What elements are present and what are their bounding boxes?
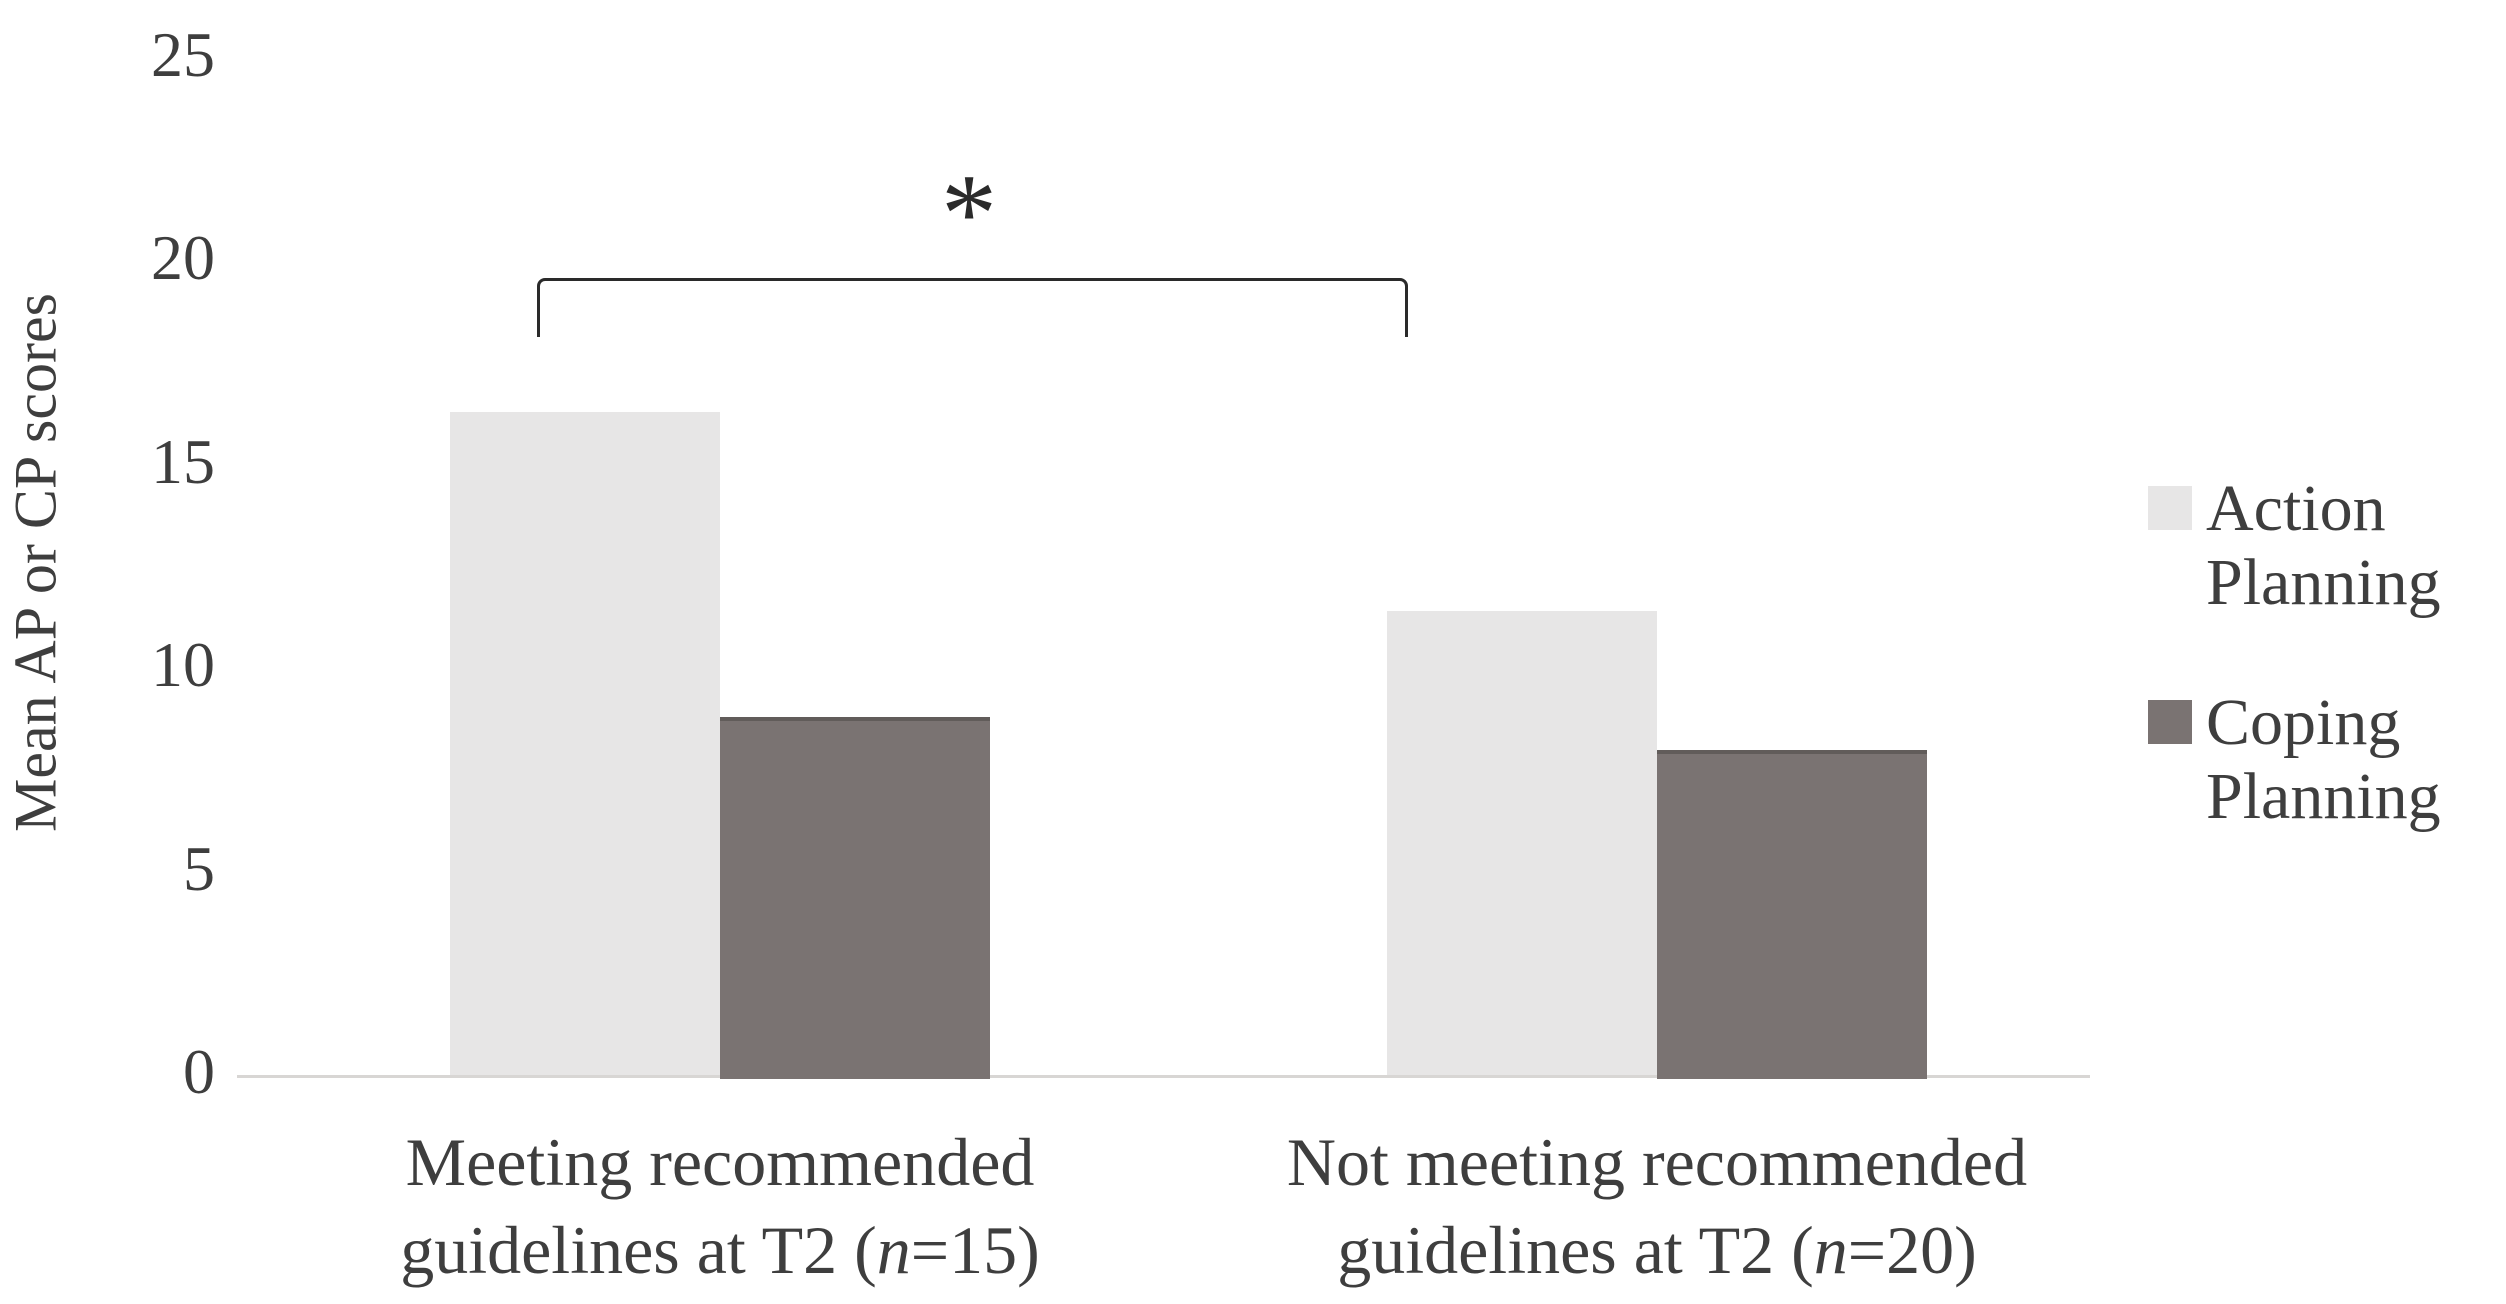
- y-tick-label-15: 15: [151, 425, 215, 497]
- legend-item-coping-planning: Coping Planning: [2148, 686, 2441, 834]
- bar-coping-planning-0: [720, 717, 990, 1079]
- legend: Action Planning Coping Planning: [2148, 472, 2441, 834]
- significance-asterisk: *: [941, 152, 997, 276]
- legend-label-action-planning: Action Planning: [2206, 472, 2441, 619]
- bar-action-planning-1: [1387, 611, 1657, 1075]
- bar-coping-planning-1: [1657, 750, 1927, 1079]
- significance-bracket: [537, 278, 1408, 337]
- y-tick-label-0: 0: [183, 1036, 215, 1108]
- x-category-label-0: Meeting recommended guidelines at T2 (n=1…: [400, 1124, 1040, 1288]
- bar-action-planning-0: [450, 412, 720, 1075]
- legend-swatch-action-planning: [2148, 486, 2192, 530]
- x-axis-baseline: [237, 1075, 2090, 1078]
- legend-swatch-coping-planning: [2148, 700, 2192, 744]
- legend-label-coping-planning: Coping Planning: [2206, 686, 2441, 833]
- y-tick-label-10: 10: [151, 629, 215, 701]
- legend-item-action-planning: Action Planning: [2148, 472, 2441, 620]
- y-tick-label-5: 5: [183, 832, 215, 904]
- y-tick-label-25: 25: [151, 19, 215, 91]
- x-category-label-1: Not meeting recommended guidelines at T2 …: [1286, 1124, 2028, 1288]
- y-tick-label-20: 20: [151, 222, 215, 294]
